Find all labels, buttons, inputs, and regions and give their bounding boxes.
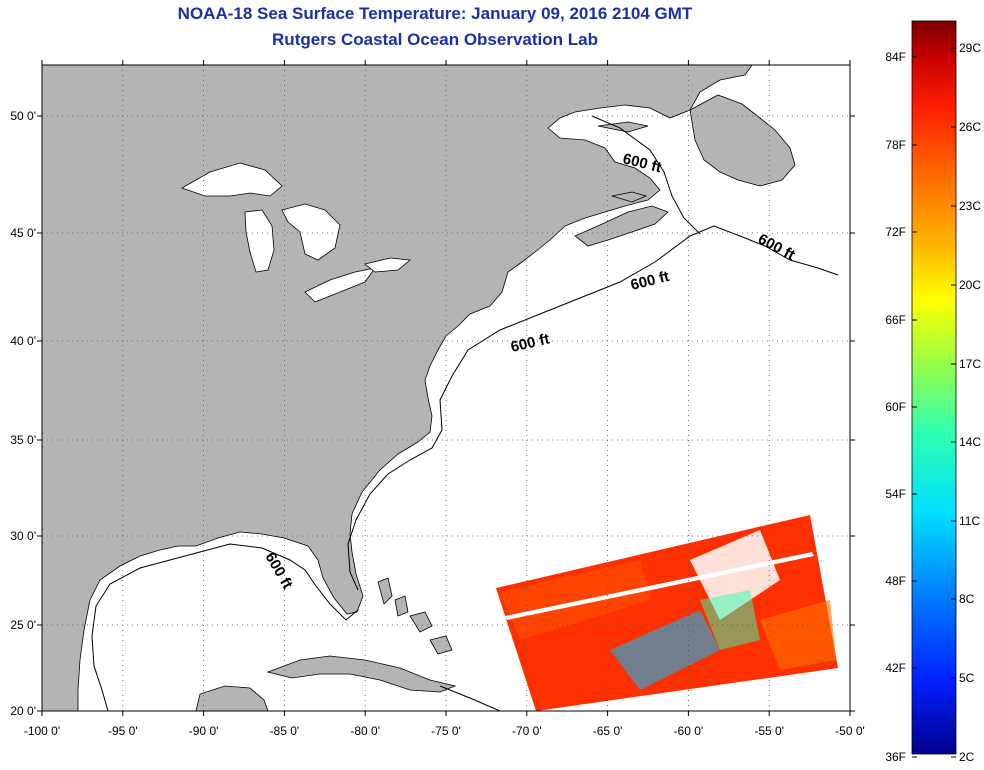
- y-tick-label: 50 0': [10, 109, 36, 123]
- colorbar-f-label: 60F: [885, 400, 906, 414]
- anticosti-land: [597, 121, 649, 133]
- colorbar-c-label: 26C: [959, 120, 981, 134]
- newfoundland-land: [689, 94, 796, 187]
- x-axis: -100 0' -95 0' -90 0' -85 0' -80 0' -75 0' -70…: [24, 60, 865, 738]
- x-tick-label: -75 0': [431, 724, 461, 738]
- map-subtitle: Rutgers Coastal Ocean Observation Lab: [272, 30, 598, 49]
- isobath-600ft: [91, 115, 839, 711]
- colorbar-c-label: 5C: [959, 671, 975, 685]
- x-tick-label: -95 0': [108, 724, 138, 738]
- colorbar-f-label: 84F: [885, 50, 906, 64]
- y-axis: 20 0' 25 0' 30 0' 35 0' 40 0' 45 0' 50 0': [10, 109, 855, 718]
- lake-ontario: [364, 257, 411, 273]
- bahamas-islands: [377, 577, 453, 655]
- sst-swath: [496, 515, 838, 711]
- x-tick-label: -100 0': [24, 724, 60, 738]
- x-tick-label: -50 0': [835, 724, 865, 738]
- colorbar-f-label: 66F: [885, 313, 906, 327]
- lake-erie: [304, 267, 376, 303]
- map-title: NOAA-18 Sea Surface Temperature: January…: [177, 4, 693, 23]
- y-tick-label: 40 0': [10, 334, 36, 348]
- colorbar-f-label: 78F: [885, 138, 906, 152]
- x-tick-label: -70 0': [512, 724, 542, 738]
- colorbar-c-label: 14C: [959, 435, 981, 449]
- colorbar-f-label: 48F: [885, 574, 906, 588]
- y-tick-label: 25 0': [10, 618, 36, 632]
- colorbar-fahrenheit-labels: 84F 78F 72F 66F 60F 54F 48F 42F 36F: [885, 50, 917, 764]
- north-america-land: [42, 65, 753, 711]
- yucatan-land: [195, 685, 269, 711]
- x-tick-label: -60 0': [674, 724, 704, 738]
- colorbar-c-label: 29C: [959, 41, 981, 55]
- colorbar-c-label: 11C: [959, 514, 980, 528]
- y-tick-label: 30 0': [10, 529, 36, 543]
- colorbar-c-label: 20C: [959, 278, 981, 292]
- x-tick-label: -85 0': [270, 724, 300, 738]
- lake-huron: [281, 203, 341, 261]
- x-tick-label: -65 0': [593, 724, 623, 738]
- colorbar-c-label: 8C: [959, 592, 975, 606]
- lake-superior: [181, 162, 283, 197]
- x-tick-label: -80 0': [350, 724, 380, 738]
- nova-scotia-land: [574, 205, 669, 247]
- colorbar-c-label: 23C: [959, 199, 981, 213]
- lake-michigan: [244, 209, 275, 273]
- colorbar: [911, 20, 957, 755]
- y-tick-label: 45 0': [10, 226, 36, 240]
- colorbar-f-label: 36F: [885, 750, 906, 764]
- x-tick-label: -90 0': [189, 724, 219, 738]
- y-tick-label: 20 0': [10, 704, 36, 718]
- colorbar-f-label: 42F: [885, 661, 906, 675]
- colorbar-f-label: 72F: [885, 225, 906, 239]
- colorbar-celsius-labels: 29C 26C 23C 20C 17C 14C 11C 8C 5C 2C: [951, 41, 981, 764]
- pei-land: [611, 191, 648, 203]
- colorbar-c-label: 17C: [959, 357, 981, 371]
- colorbar-c-label: 2C: [959, 750, 975, 764]
- colorbar-f-label: 54F: [885, 487, 906, 501]
- x-tick-label: -55 0': [754, 724, 784, 738]
- y-tick-label: 35 0': [10, 433, 36, 447]
